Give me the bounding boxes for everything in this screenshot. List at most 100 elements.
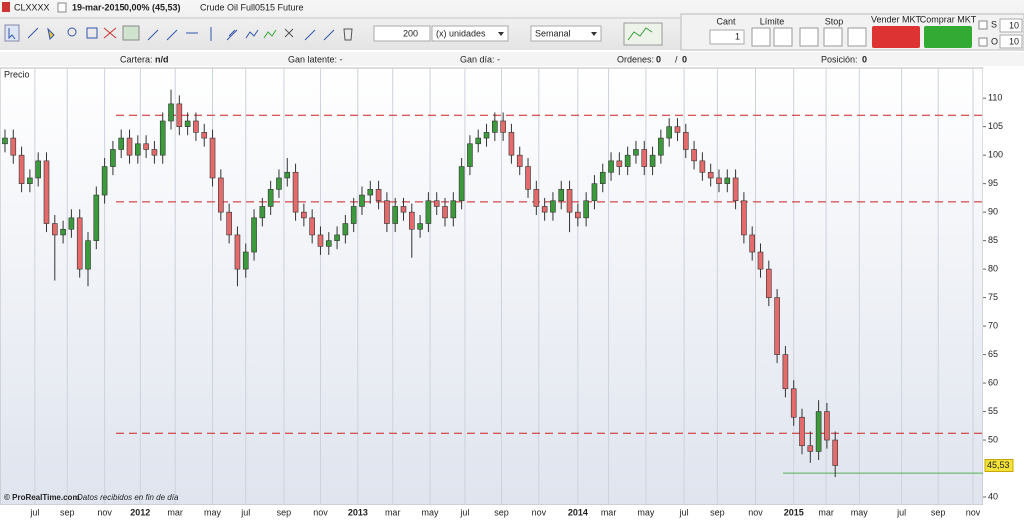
candle-body xyxy=(417,223,423,230)
x-tick-label: may xyxy=(851,507,869,517)
tool-icons[interactable] xyxy=(4,24,353,42)
candle-body xyxy=(575,211,581,219)
x-tick-label: jul xyxy=(896,507,906,517)
candle-body xyxy=(284,171,291,179)
candle-body xyxy=(242,251,249,270)
s-checkbox[interactable] xyxy=(978,20,988,30)
y-tick-label: 50 xyxy=(988,434,998,444)
y-tick-label: 85 xyxy=(988,235,998,245)
x-tick-label: sep xyxy=(277,507,292,517)
candle-body xyxy=(566,189,573,213)
last-price-badge xyxy=(984,459,1014,473)
candle-body xyxy=(325,240,332,247)
candle-body xyxy=(334,234,340,241)
o-label: O xyxy=(991,36,998,46)
chart-label: Precio xyxy=(4,69,30,79)
candle-body xyxy=(732,177,739,202)
o-value[interactable]: 10 xyxy=(1009,36,1019,46)
chart-type-button[interactable] xyxy=(623,22,663,46)
plot: 40 50 55 60 65 70 75 80 85 90 95 100 105 110 xyxy=(2,68,1003,505)
o-checkbox[interactable] xyxy=(978,37,988,47)
qty-input[interactable] xyxy=(709,29,745,45)
candle-body xyxy=(85,240,91,270)
candle-body xyxy=(375,189,382,202)
x-tick-label: mar xyxy=(385,507,401,517)
orders-b: 0 xyxy=(682,54,687,64)
x-tick-label: jul xyxy=(679,507,689,517)
symbol[interactable]: CLXXXX xyxy=(14,2,50,12)
period-select[interactable] xyxy=(530,25,602,42)
candle-body xyxy=(135,143,141,156)
candle-body xyxy=(126,137,133,156)
candle-body xyxy=(392,206,398,224)
x-tick-label: jul xyxy=(240,507,250,517)
candle-body xyxy=(699,160,706,173)
units[interactable]: (x) unidades xyxy=(436,28,486,38)
x-tick-label: nov xyxy=(966,507,981,517)
period[interactable]: Semanal xyxy=(535,28,571,38)
candle-body xyxy=(741,200,747,236)
candle-body xyxy=(18,154,25,184)
candle-body xyxy=(583,200,589,219)
quantity[interactable]: 200 xyxy=(403,28,418,38)
candle-body xyxy=(309,217,315,236)
sell-button[interactable] xyxy=(872,26,920,48)
limit-label: Límite xyxy=(760,16,785,26)
candle-body xyxy=(790,388,797,418)
price-axis xyxy=(983,68,1024,505)
candle-body xyxy=(433,200,440,207)
candle-body xyxy=(782,354,789,390)
candle-body xyxy=(749,234,755,253)
candle-body xyxy=(666,126,672,139)
candle-body xyxy=(76,217,83,270)
s-input[interactable] xyxy=(999,18,1023,33)
day-gain: Gan día: - xyxy=(460,54,500,64)
candle-body xyxy=(442,206,448,219)
candle-body xyxy=(143,143,149,150)
candle-body xyxy=(558,189,565,202)
x-tick-label: nov xyxy=(748,507,763,517)
x-tick-label: jul xyxy=(29,507,39,517)
candle-body xyxy=(350,206,357,224)
candle-body xyxy=(624,154,631,167)
units-select[interactable] xyxy=(431,25,509,42)
candle-body xyxy=(641,149,648,167)
y-tick-label: 90 xyxy=(988,207,998,217)
candle-body xyxy=(218,177,224,213)
candle-body xyxy=(765,268,772,298)
candle-body xyxy=(276,177,282,190)
instrument: Crude Oil Full0515 Future xyxy=(200,2,304,12)
candle-body xyxy=(533,189,540,207)
y-tick-label: 110 xyxy=(988,93,1002,103)
candle-body xyxy=(832,439,839,466)
candle-body xyxy=(550,200,556,213)
candle-body xyxy=(342,223,349,236)
buy-label[interactable]: Comprar MKT xyxy=(920,14,977,24)
buy-button[interactable] xyxy=(924,26,972,48)
x-tick-label: 2014 xyxy=(568,507,588,517)
y-tick-label: 100 xyxy=(988,150,1003,160)
order-buttons[interactable] xyxy=(751,27,867,47)
y-tick-label: 65 xyxy=(988,349,998,359)
y-tick-label: 70 xyxy=(988,320,998,330)
candle-body xyxy=(707,171,714,179)
candle-body xyxy=(35,160,41,179)
o-input[interactable] xyxy=(999,34,1023,49)
x-tick-label: 2013 xyxy=(348,507,368,517)
candle-body xyxy=(359,194,365,207)
x-tick-label: mar xyxy=(601,507,617,517)
candle-body xyxy=(757,251,764,270)
sell-label[interactable]: Vender MKT xyxy=(871,14,922,24)
candle-body xyxy=(492,120,498,133)
quantity-input[interactable] xyxy=(373,25,431,42)
x-tick-label: may xyxy=(204,507,222,517)
info-icon[interactable] xyxy=(57,2,67,13)
qty-value[interactable]: 1 xyxy=(735,31,740,41)
candle-body xyxy=(51,223,58,236)
candle-body xyxy=(267,189,274,207)
candle-body xyxy=(43,160,50,224)
s-value[interactable]: 10 xyxy=(1009,20,1019,30)
candle-body xyxy=(367,189,374,196)
